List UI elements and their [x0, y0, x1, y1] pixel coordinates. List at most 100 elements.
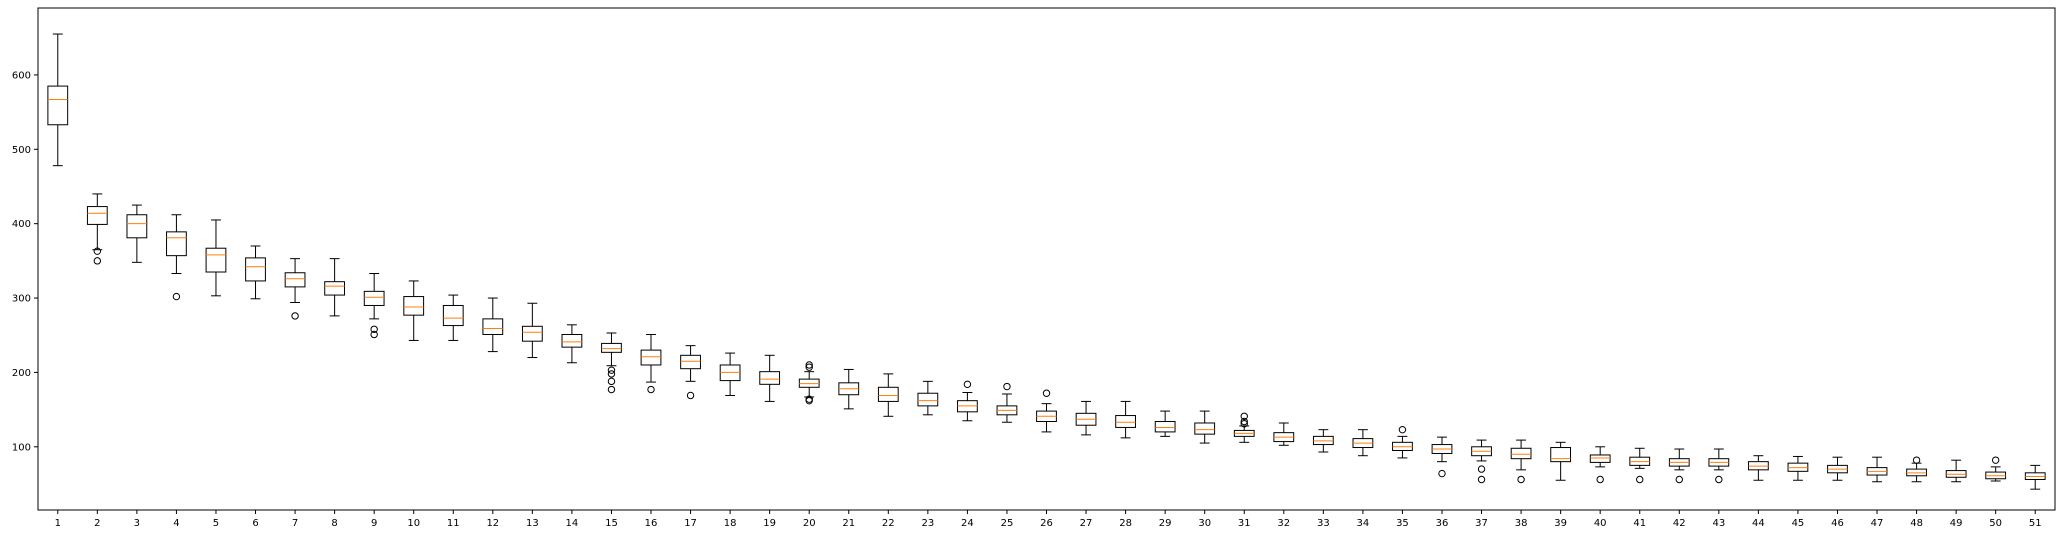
x-tick-label: 23	[921, 518, 934, 529]
iqr-box	[1115, 415, 1136, 428]
x-tick-label: 13	[526, 518, 539, 529]
x-tick-label: 40	[1594, 518, 1607, 529]
x-tick-label: 28	[1119, 518, 1132, 529]
iqr-box	[680, 354, 701, 370]
iqr-box	[482, 318, 504, 335]
box-37	[1471, 439, 1492, 484]
x-tick-label: 44	[1752, 518, 1765, 529]
iqr-box	[442, 304, 464, 327]
iqr-box	[917, 392, 939, 407]
outlier-point	[607, 385, 616, 394]
box-16	[640, 333, 662, 394]
box-51	[2024, 464, 2046, 490]
box-41	[1629, 447, 1651, 484]
box-3	[126, 204, 148, 263]
iqr-box	[205, 247, 227, 273]
box-50	[1985, 456, 2007, 482]
outlier-point	[1240, 417, 1248, 426]
outlier-point	[1240, 420, 1248, 428]
box-2	[86, 193, 108, 265]
axes-group	[37, 7, 2056, 511]
x-tick-label: 50	[1989, 518, 2002, 529]
outlier-point	[607, 366, 616, 374]
x-tick-label: 18	[724, 518, 737, 529]
box-47	[1866, 456, 1888, 483]
box-39	[1550, 441, 1572, 481]
outlier-point	[1912, 456, 1921, 464]
box-42	[1668, 448, 1690, 484]
x-tick-label: 48	[1910, 518, 1923, 529]
x-tick-label: 51	[2029, 518, 2042, 529]
x-tick-label: 38	[1515, 518, 1528, 529]
box-49	[1945, 459, 1967, 483]
x-tick-label: 27	[1080, 518, 1093, 529]
iqr-box	[47, 85, 69, 126]
outlier-point	[1517, 475, 1525, 484]
x-tick-label: 5	[213, 518, 219, 529]
box-29	[1154, 410, 1176, 437]
x-tick-label: 33	[1317, 518, 1330, 529]
x-tick-label: 8	[331, 518, 337, 529]
box-12	[482, 297, 504, 353]
outlier-point	[647, 385, 655, 394]
box-23	[917, 380, 939, 416]
x-tick-label: 25	[1001, 518, 1014, 529]
box-36	[1431, 436, 1453, 478]
y-tick-label: 500	[12, 145, 31, 156]
x-tick-label: 49	[1950, 518, 1963, 529]
x-tick-label: 22	[882, 518, 895, 529]
outlier-point	[805, 363, 813, 371]
x-tick-label: 32	[1277, 518, 1290, 529]
outlier-point	[805, 361, 813, 369]
y-tick-label: 200	[12, 368, 31, 379]
outlier-point	[1398, 425, 1407, 434]
box-35	[1392, 425, 1413, 459]
iqr-box	[403, 296, 425, 316]
box-13	[521, 302, 543, 359]
x-tick-label: 42	[1673, 518, 1686, 529]
box-19	[759, 354, 781, 402]
outlier-point	[370, 330, 378, 339]
iqr-box	[1589, 454, 1611, 463]
x-tick-label: 17	[684, 518, 697, 529]
box-43	[1708, 448, 1730, 484]
box-25	[996, 382, 1018, 423]
x-tick-label: 47	[1871, 518, 1884, 529]
box-22	[877, 373, 899, 417]
box-9	[363, 273, 385, 339]
iqr-box	[126, 214, 148, 239]
outlier-point	[607, 377, 616, 386]
iqr-box	[759, 371, 781, 385]
outlier-point	[805, 396, 813, 405]
x-tick-label: 46	[1831, 518, 1844, 529]
box-1	[47, 33, 69, 167]
x-tick-label: 45	[1792, 518, 1805, 529]
y-tick-label: 600	[12, 70, 31, 81]
x-tick-label: 31	[1238, 518, 1251, 529]
x-tick-label: 24	[961, 518, 974, 529]
outlier-point	[1477, 475, 1486, 484]
outlier-point	[1675, 475, 1683, 484]
iqr-box	[284, 272, 306, 288]
box-5	[205, 219, 227, 297]
outlier-point	[1596, 475, 1604, 484]
x-tick-label: 37	[1475, 518, 1488, 529]
x-tick-label: 19	[763, 518, 776, 529]
box-44	[1747, 455, 1769, 481]
box-4	[166, 214, 187, 301]
box-7	[284, 258, 306, 320]
box-21	[838, 368, 860, 410]
iqr-box	[86, 206, 108, 225]
x-tick-label: 29	[1159, 518, 1172, 529]
x-tick-label: 41	[1633, 518, 1646, 529]
box-20	[798, 361, 820, 405]
x-tick-label: 35	[1396, 518, 1409, 529]
box-40	[1589, 446, 1611, 484]
outlier-point	[1991, 456, 2000, 464]
iqr-box	[877, 386, 899, 402]
x-tick-label: 9	[371, 518, 377, 529]
x-tick-label: 6	[252, 518, 258, 529]
iqr-box	[363, 290, 385, 306]
outlier-point	[1477, 465, 1486, 473]
